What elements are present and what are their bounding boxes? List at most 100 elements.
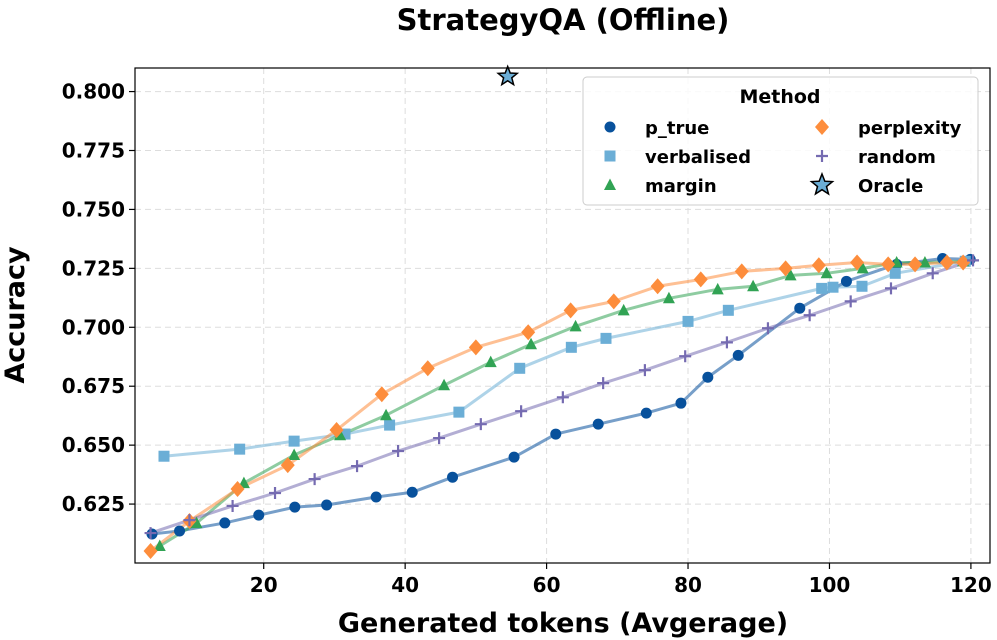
margin-point	[484, 355, 497, 368]
margin-point	[438, 378, 451, 391]
y-tick-label: 0.725	[62, 256, 125, 280]
x-tick-label: 20	[250, 573, 278, 597]
margin-point	[380, 408, 393, 421]
p-true-point	[794, 302, 806, 314]
legend: Method p_true verbalised margin perplexity r…	[582, 76, 979, 206]
random-point	[308, 473, 321, 486]
margin-point	[918, 255, 931, 268]
y-axis-label: Accuracy	[0, 246, 31, 384]
random-point	[597, 377, 610, 390]
legend-box	[582, 76, 979, 206]
verbalised-point	[856, 280, 868, 292]
y-tick-label: 0.625	[62, 492, 125, 516]
perplexity-point	[956, 254, 971, 271]
perplexity-point	[143, 542, 158, 559]
perplexity-point	[468, 339, 483, 356]
margin-point	[569, 319, 582, 332]
series-markers	[143, 64, 980, 559]
legend-marker-oracle	[809, 171, 835, 196]
axis-ticks: 20 40 60 80 100 120 0.625 0.650 0.675 0.700 0.725 0…	[62, 80, 992, 597]
verbalised-point	[339, 428, 351, 440]
p-true-point	[592, 418, 604, 430]
p-true-point	[840, 275, 852, 287]
perplexity-point	[693, 271, 708, 288]
verbalised-point	[158, 450, 170, 462]
verbalised-point	[827, 281, 839, 293]
margin-point	[662, 291, 675, 304]
verbalised-point	[288, 435, 300, 447]
p-true-point	[447, 471, 459, 483]
p-true-point	[508, 451, 520, 463]
margin-point	[820, 266, 833, 279]
perplexity-point	[881, 256, 896, 273]
x-tick-label: 120	[950, 573, 992, 597]
oracle-point	[496, 64, 520, 87]
verbalised-line	[163, 259, 966, 458]
x-tick-label: 100	[809, 573, 851, 597]
legend-label-oracle: Oracle	[858, 176, 923, 197]
p-true-point	[640, 407, 652, 419]
perplexity-point	[374, 386, 389, 403]
legend-marker-perplexity	[815, 119, 829, 135]
legend-marker-verbalised	[604, 150, 616, 162]
legend-label-margin: margin	[645, 176, 717, 197]
y-tick-label: 0.775	[62, 139, 125, 163]
verbalised-point	[453, 406, 465, 418]
random-point	[720, 336, 733, 349]
margin-point	[711, 282, 724, 295]
y-tick-label: 0.700	[62, 315, 125, 339]
perplexity-point	[778, 260, 793, 277]
random-point	[433, 432, 446, 445]
p-true-point	[321, 499, 333, 511]
chart-title: StrategyQA (Offline)	[397, 3, 730, 37]
legend-label-verbalised: verbalised	[645, 147, 751, 168]
perplexity-point	[811, 257, 826, 274]
plot-frame	[134, 67, 991, 564]
y-tick-label: 0.750	[62, 197, 125, 221]
margin-point	[525, 337, 538, 350]
x-axis-label: Generated tokens (Avgerage)	[338, 608, 788, 639]
perplexity-point	[230, 480, 245, 497]
p-true-point	[174, 525, 186, 537]
p-true-point	[702, 371, 714, 383]
legend-label-perplexity: perplexity	[858, 118, 962, 139]
perplexity-point	[329, 422, 344, 439]
random-point	[556, 391, 569, 404]
margin-point	[856, 261, 869, 274]
legend-title: Method	[739, 86, 820, 108]
x-tick-label: 60	[533, 573, 561, 597]
p-true-point	[550, 428, 562, 440]
verbalised-point	[565, 341, 577, 353]
perplexity-point	[908, 256, 923, 273]
margin-point	[288, 448, 301, 461]
margin-point	[617, 303, 630, 316]
verbalised-point	[816, 282, 828, 294]
random-point	[183, 514, 196, 527]
legend-label-p-true: p_true	[645, 118, 709, 139]
random-point	[515, 405, 528, 418]
perplexity-point	[850, 254, 865, 271]
margin-point	[784, 268, 797, 281]
margin-point	[153, 539, 166, 552]
random-point	[967, 254, 980, 267]
y-tick-label: 0.650	[62, 433, 125, 457]
random-point	[679, 350, 692, 363]
verbalised-point	[889, 267, 901, 279]
random-point	[926, 267, 939, 280]
p-true-point	[732, 349, 744, 361]
verbalised-point	[722, 304, 734, 316]
x-tick-label: 80	[674, 573, 702, 597]
random-point	[474, 418, 487, 431]
random-point	[803, 309, 816, 322]
random-point	[392, 445, 405, 458]
perplexity-point	[734, 263, 749, 280]
margin-point	[190, 516, 203, 529]
legend-marker-random	[816, 150, 828, 162]
legend-marker-p-true	[604, 121, 616, 133]
random-point	[144, 527, 157, 540]
random-point	[761, 322, 774, 335]
random-point	[638, 364, 651, 377]
perplexity-point	[939, 254, 954, 271]
perplexity-point	[650, 278, 665, 295]
